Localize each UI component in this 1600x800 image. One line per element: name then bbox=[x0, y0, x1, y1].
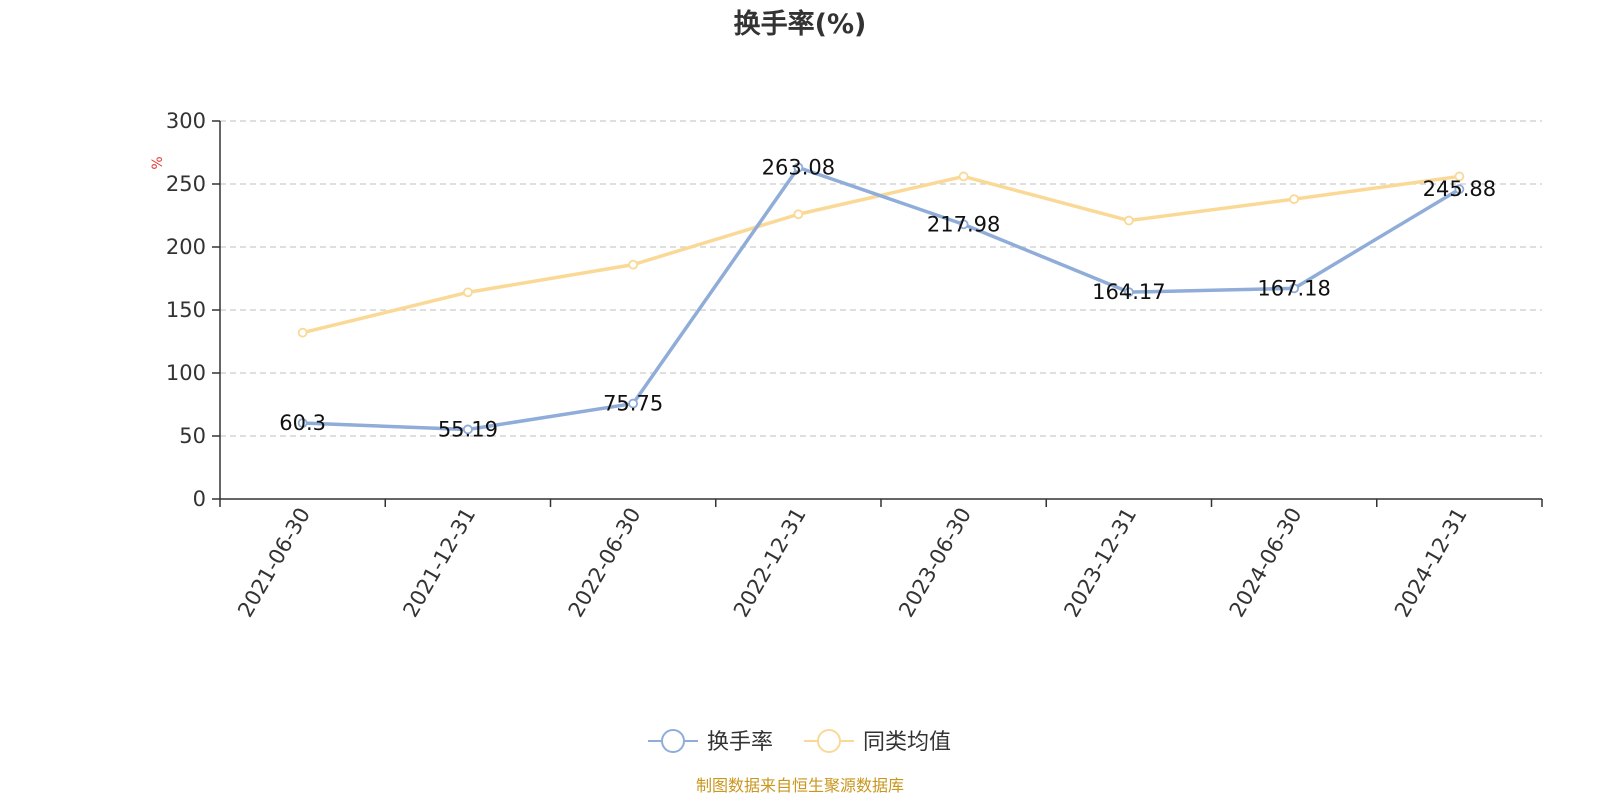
legend-label-0: 换手率 bbox=[707, 730, 773, 755]
data-label: 167.18 bbox=[1257, 276, 1330, 300]
y-tick-label: 0 bbox=[193, 487, 206, 511]
data-label: 245.88 bbox=[1423, 177, 1496, 201]
gridlines bbox=[220, 120, 1542, 437]
chart-title: 换手率(%) bbox=[734, 8, 867, 40]
y-tick-label: 50 bbox=[179, 424, 206, 448]
series-line-0 bbox=[302, 165, 1461, 432]
data-label: 60.3 bbox=[279, 411, 326, 435]
series-1-point[interactable] bbox=[958, 171, 969, 182]
x-tick-label: 2024-06-30 bbox=[1225, 504, 1307, 622]
legend-marker-0 bbox=[661, 729, 685, 753]
data-label: 263.08 bbox=[762, 156, 835, 180]
series-1-point[interactable] bbox=[1454, 171, 1465, 182]
x-tick-label: 2023-06-30 bbox=[894, 504, 976, 622]
source-note: 制图数据来自恒生聚源数据库 bbox=[696, 776, 904, 795]
legend-item-0[interactable]: 换手率 bbox=[648, 729, 773, 755]
x-tick-label: 2021-12-31 bbox=[398, 504, 480, 622]
series-1-point[interactable] bbox=[628, 259, 639, 270]
series-1-point[interactable] bbox=[793, 209, 804, 220]
y-tick-label: 300 bbox=[166, 109, 206, 133]
data-label: 164.17 bbox=[1092, 280, 1165, 304]
x-tick-label: 2021-06-30 bbox=[233, 504, 315, 622]
data-label: 75.75 bbox=[603, 392, 663, 416]
series-0-point[interactable] bbox=[958, 219, 969, 230]
series-1-point[interactable] bbox=[297, 327, 308, 338]
series-0-point[interactable] bbox=[1123, 287, 1134, 298]
y-tick-label: 200 bbox=[166, 235, 206, 259]
series-0-point[interactable] bbox=[1289, 283, 1300, 294]
series-1-point[interactable] bbox=[462, 287, 473, 298]
series-line-1 bbox=[302, 174, 1460, 335]
data-label: 217.98 bbox=[927, 212, 1000, 236]
legend-marker-1 bbox=[817, 729, 841, 753]
legend-item-1[interactable]: 同类均值 bbox=[804, 729, 951, 755]
series-0-point[interactable] bbox=[462, 424, 473, 435]
x-tick-label: 2022-06-30 bbox=[564, 504, 646, 622]
series-0-point[interactable] bbox=[793, 162, 804, 173]
legend-label-1: 同类均值 bbox=[863, 730, 951, 755]
y-tick-label: 250 bbox=[166, 172, 206, 196]
series-0-point[interactable] bbox=[1454, 184, 1465, 195]
series-1-point[interactable] bbox=[1123, 215, 1134, 226]
x-tick-label: 2022-12-31 bbox=[729, 504, 811, 622]
series-0-point[interactable] bbox=[628, 398, 639, 409]
x-tick-label: 2023-12-31 bbox=[1059, 504, 1141, 622]
data-labels: 60.3 55.19 75.75 263.08 217.98 164.17 167.18 24… bbox=[279, 156, 1496, 442]
legend[interactable]: 换手率 同类均值 bbox=[648, 729, 951, 755]
y-tick-label: 150 bbox=[166, 298, 206, 322]
x-tick-label: 2024-12-31 bbox=[1390, 504, 1472, 622]
series-layer bbox=[297, 162, 1465, 435]
data-label: 55.19 bbox=[438, 417, 498, 441]
y-tick-label: 100 bbox=[166, 361, 206, 385]
y-axis-unit-label: % bbox=[150, 156, 166, 169]
series-0-point[interactable] bbox=[297, 418, 308, 428]
series-1-point[interactable] bbox=[1289, 194, 1300, 205]
